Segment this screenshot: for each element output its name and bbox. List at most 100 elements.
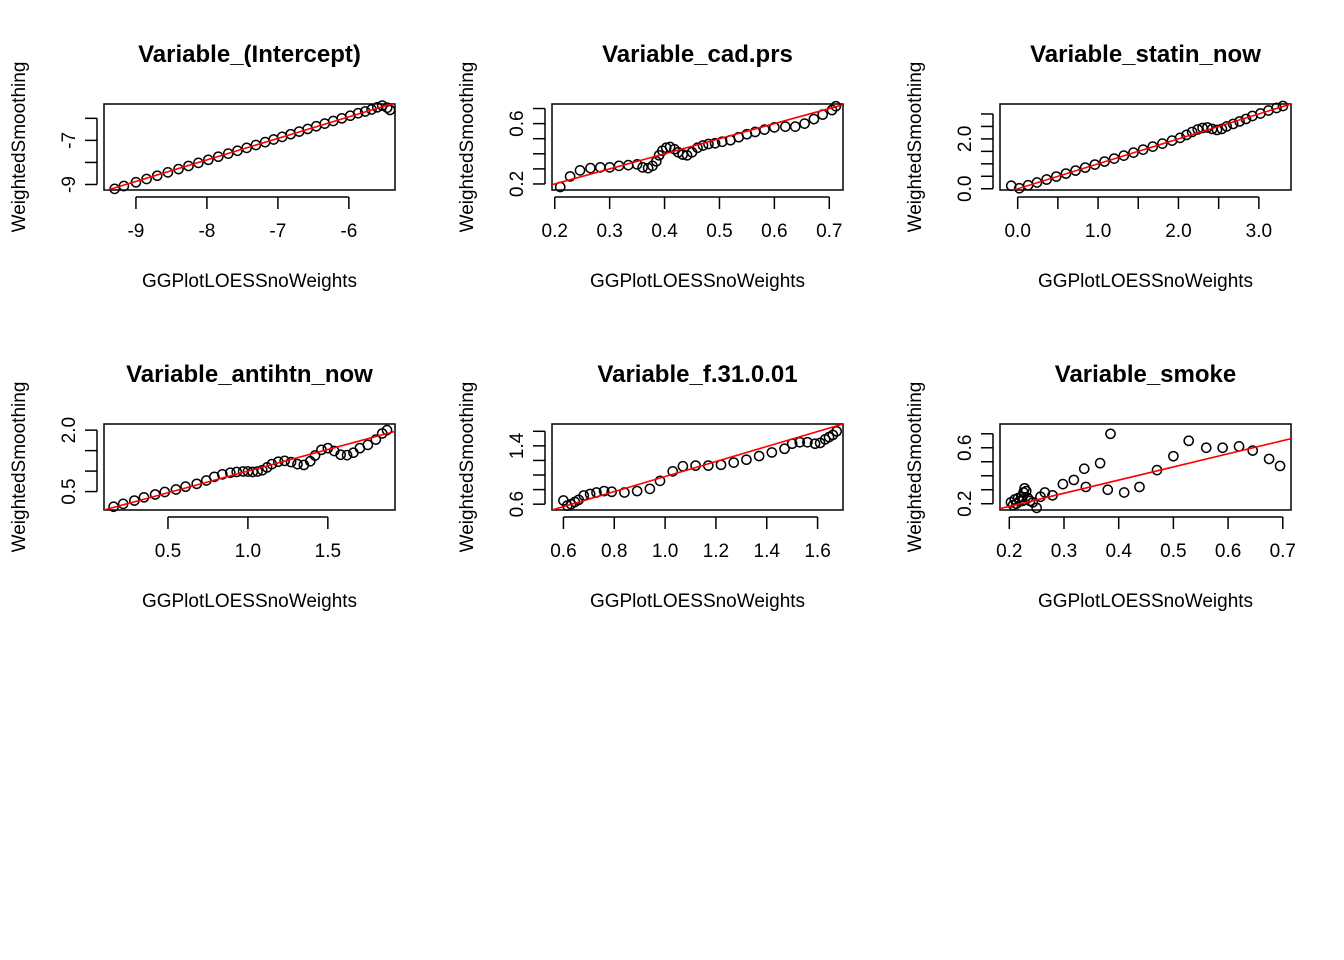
x-tick-label: 0.5 xyxy=(706,221,732,242)
data-point xyxy=(279,455,291,467)
data-point xyxy=(222,148,234,159)
x-axis-label: GGPlotLOESSnoWeights xyxy=(590,271,805,292)
x-axis-label: GGPlotLOESSnoWeights xyxy=(1038,271,1253,292)
data-point xyxy=(1108,153,1120,164)
data-point xyxy=(1050,171,1062,182)
plot-frame xyxy=(551,103,844,191)
data-point xyxy=(1068,474,1080,486)
panel-3: Variable_statin_now GGPlotLOESSnoWeights W… xyxy=(905,41,1292,292)
data-point xyxy=(741,454,752,466)
data-point xyxy=(794,436,806,448)
data-point xyxy=(1192,124,1204,135)
data-point xyxy=(212,151,224,163)
panel-5: Variable_f.31.0.01 GGPlotLOESSnoWeights We… xyxy=(457,361,844,612)
data-point xyxy=(1263,453,1275,465)
data-point xyxy=(1078,463,1090,475)
y-tick-label: 0.6 xyxy=(507,491,528,517)
x-tick-label: 0.2 xyxy=(996,541,1022,562)
x-tick-label: 0.4 xyxy=(1105,541,1132,562)
x-tick-label: -8 xyxy=(198,221,215,242)
data-point xyxy=(366,104,377,115)
data-point xyxy=(335,449,346,461)
data-point xyxy=(779,443,790,455)
y-axis-label: WeightedSmoothing xyxy=(905,62,926,233)
data-point xyxy=(384,104,396,116)
data-point xyxy=(1070,165,1081,176)
data-point xyxy=(585,162,596,174)
data-point xyxy=(1079,162,1091,173)
y-tick-label: -9 xyxy=(59,176,80,193)
plot-frame xyxy=(999,423,1292,511)
plot-frame xyxy=(103,103,396,191)
x-tick-label: 1.0 xyxy=(1085,221,1111,242)
data-point xyxy=(241,142,253,154)
data-point xyxy=(667,466,679,477)
data-point xyxy=(1134,481,1145,493)
data-point xyxy=(1186,126,1198,138)
x-tick-label: 0.5 xyxy=(155,541,181,562)
panel-title: Variable_cad.prs xyxy=(602,41,793,68)
x-tick-label: -7 xyxy=(269,221,286,242)
data-point xyxy=(1118,487,1130,498)
data-point xyxy=(1247,445,1259,456)
y-tick-label: 0.6 xyxy=(507,110,528,136)
data-point xyxy=(1041,174,1052,185)
data-point xyxy=(1277,100,1289,112)
x-tick-label: 1.6 xyxy=(804,541,830,562)
data-point xyxy=(1211,124,1223,136)
y-tick-label: -7 xyxy=(59,132,80,149)
x-tick-label: 0.7 xyxy=(1270,541,1296,562)
x-tick-label: 3.0 xyxy=(1246,221,1272,242)
data-point xyxy=(802,436,813,448)
data-point xyxy=(232,145,243,157)
data-point xyxy=(1020,485,1032,497)
data-point xyxy=(1174,132,1186,144)
data-point xyxy=(292,458,303,470)
y-tick-label: 2.0 xyxy=(59,417,80,443)
x-tick-label: 0.3 xyxy=(596,221,622,242)
data-point xyxy=(660,142,672,154)
panel-title: Variable_antihtn_now xyxy=(126,361,373,388)
data-point xyxy=(1217,442,1228,454)
data-point xyxy=(224,467,236,479)
x-tick-label: 0.0 xyxy=(1004,221,1030,242)
data-point xyxy=(1105,428,1116,440)
data-point xyxy=(1168,450,1179,462)
data-point xyxy=(216,469,228,480)
x-tick-label: 2.0 xyxy=(1165,221,1191,242)
x-tick-label: -9 xyxy=(127,221,144,242)
x-axis-label: GGPlotLOESSnoWeights xyxy=(590,591,805,612)
data-point xyxy=(631,159,643,170)
data-point xyxy=(598,485,610,497)
panel-title: Variable_statin_now xyxy=(1030,41,1261,68)
x-tick-label: 0.2 xyxy=(542,221,568,242)
x-tick-label: 0.3 xyxy=(1051,541,1077,562)
data-point xyxy=(709,137,721,149)
x-tick-label: 1.2 xyxy=(703,541,729,562)
data-point xyxy=(193,157,204,169)
data-point xyxy=(1157,138,1168,149)
x-tick-label: 1.4 xyxy=(754,541,781,562)
data-point xyxy=(231,466,243,478)
data-point xyxy=(692,142,703,154)
x-tick-label: 0.6 xyxy=(1215,541,1241,562)
data-point xyxy=(809,438,821,450)
data-point xyxy=(1089,159,1101,170)
data-point xyxy=(644,483,656,495)
fit-line xyxy=(552,424,843,510)
y-tick-label: 0.2 xyxy=(507,171,528,197)
data-point xyxy=(250,139,262,151)
data-point xyxy=(766,447,778,458)
x-axis-label: GGPlotLOESSnoWeights xyxy=(142,591,357,612)
data-point xyxy=(808,113,820,125)
data-point xyxy=(779,121,791,132)
data-point xyxy=(677,460,689,472)
fit-line xyxy=(1000,437,1291,510)
data-point xyxy=(1221,121,1233,132)
data-point xyxy=(789,121,801,132)
data-point xyxy=(285,456,297,468)
plot-frame xyxy=(999,103,1292,191)
fit-line xyxy=(104,104,395,190)
x-tick-label: -6 xyxy=(340,221,357,242)
data-point xyxy=(1274,460,1286,472)
